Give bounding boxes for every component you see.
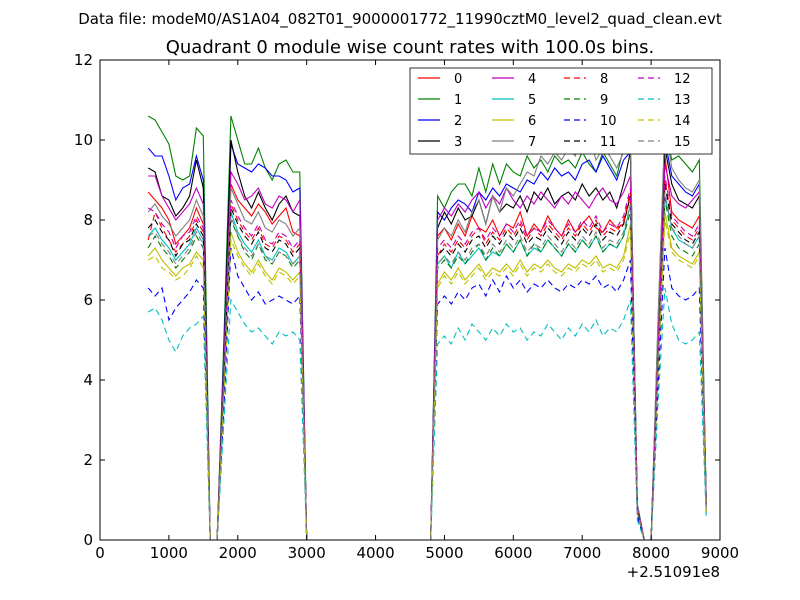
legend-label-11: 11 — [600, 135, 617, 150]
legend-label-7: 7 — [528, 135, 536, 150]
legend-label-12: 12 — [674, 72, 691, 87]
legend-label-6: 6 — [528, 114, 536, 129]
x-tick-label-0: 0 — [95, 544, 105, 562]
legend-frame — [409, 67, 713, 155]
y-tick-label-2: 4 — [83, 371, 93, 389]
figure-suptitle: Data file: modeM0/AS1A04_082T01_90000017… — [78, 10, 722, 29]
series-line-1 — [147, 115, 707, 541]
series-line-9 — [147, 199, 707, 541]
y-tick-label-3: 6 — [83, 291, 93, 309]
series-line-10 — [147, 247, 707, 541]
x-tick-label-6: 6000 — [494, 544, 532, 562]
series-line-13 — [147, 287, 707, 541]
series-layer — [147, 115, 707, 541]
x-tick-label-3: 3000 — [288, 544, 326, 562]
legend-label-5: 5 — [528, 93, 536, 108]
legend-label-4: 4 — [528, 72, 536, 87]
series-line-14 — [147, 219, 707, 541]
legend-label-9: 9 — [600, 93, 608, 108]
chart-title: Quadrant 0 module wise count rates with … — [166, 37, 655, 58]
x-tick-label-4: 4000 — [356, 544, 394, 562]
legend-label-15: 15 — [674, 135, 691, 150]
legend-label-1: 1 — [454, 93, 462, 108]
legend-label-13: 13 — [674, 93, 691, 108]
x-tick-label-9: 9000 — [701, 544, 739, 562]
series-line-5 — [147, 195, 707, 541]
legend-label-3: 3 — [454, 135, 462, 150]
y-tick-label-6: 12 — [74, 51, 93, 69]
x-tick-label-2: 2000 — [219, 544, 257, 562]
x-offset-label: +2.51091e8 — [627, 563, 720, 581]
y-tick-label-4: 8 — [83, 211, 93, 229]
tick-layer: 0 1000 2000 3000 4000 5000 6000 7000 8000 9000 0 2 4… — [74, 51, 739, 562]
x-tick-label-5: 5000 — [425, 544, 463, 562]
series-line-2 — [147, 139, 707, 541]
y-tick-label-0: 0 — [83, 531, 93, 549]
legend-label-8: 8 — [600, 72, 608, 87]
y-tick-label-1: 2 — [83, 451, 93, 469]
x-tick-label-8: 8000 — [632, 544, 670, 562]
x-tick-label-1: 1000 — [150, 544, 188, 562]
legend-label-2: 2 — [454, 114, 462, 129]
plot-area: 0 1000 2000 3000 4000 5000 6000 7000 8000 9000 0 2 4… — [74, 51, 739, 562]
legend-label-0: 0 — [454, 72, 462, 87]
series-line-15 — [147, 191, 707, 541]
legend-label-10: 10 — [600, 114, 617, 129]
series-line-3 — [147, 139, 707, 541]
y-tick-label-5: 10 — [74, 131, 93, 149]
legend-label-14: 14 — [674, 114, 691, 129]
x-tick-label-7: 7000 — [563, 544, 601, 562]
series-line-12 — [147, 175, 707, 541]
